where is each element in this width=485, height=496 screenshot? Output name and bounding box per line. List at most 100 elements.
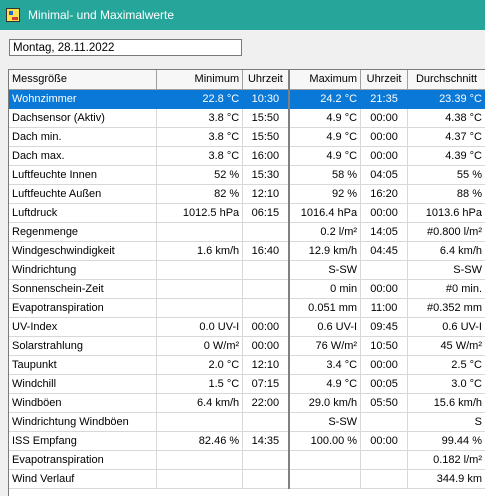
table-row[interactable]: Sonnenschein-Zeit 0 min 00:00 #0 min. xyxy=(9,279,485,299)
cell-min-time: 10:30 xyxy=(242,89,290,109)
cell-max-time: 00:00 xyxy=(360,127,409,147)
cell-min-time: 06:15 xyxy=(242,203,290,223)
cell-average: 4.37 °C xyxy=(407,127,485,147)
cell-average: 0.6 UV-I xyxy=(407,317,485,337)
cell-maximum: 100.00 % xyxy=(288,431,362,451)
cell-average: 99.44 % xyxy=(407,431,485,451)
cell-average: 4.38 °C xyxy=(407,108,485,128)
cell-min-time xyxy=(242,412,290,432)
cell-max-time: 21:35 xyxy=(360,89,409,109)
cell-measurement: Sonnenschein-Zeit xyxy=(9,279,158,299)
cell-max-time xyxy=(360,260,409,280)
cell-max-time: 09:45 xyxy=(360,317,409,337)
table-row[interactable]: Luftfeuchte Innen 52 % 15:30 58 % 04:05 55 % xyxy=(9,165,485,185)
table-row[interactable]: Windrichtung S-SW S-SW xyxy=(9,260,485,280)
table-row[interactable]: Windchill 1.5 °C 07:15 4.9 °C 00:05 3.0 °C xyxy=(9,374,485,394)
table-row[interactable]: Wind Verlauf 344.9 km xyxy=(9,469,485,489)
cell-measurement: Luftdruck xyxy=(9,203,158,223)
cell-min-time xyxy=(242,469,290,489)
cell-min-time: 15:50 xyxy=(242,127,290,147)
column-header-minimum[interactable]: Minimum xyxy=(156,70,244,90)
cell-minimum: 52 % xyxy=(156,165,244,185)
cell-average: #0 min. xyxy=(407,279,485,299)
cell-average: 1013.6 hPa xyxy=(407,203,485,223)
cell-average: 0.182 l/m² xyxy=(407,450,485,470)
cell-measurement: Windrichtung xyxy=(9,260,158,280)
table-row[interactable]: Windgeschwindigkeit 1.6 km/h 16:40 12.9 km/… xyxy=(9,241,485,261)
table-row[interactable]: Dach min. 3.8 °C 15:50 4.9 °C 00:00 4.37 °C xyxy=(9,127,485,147)
cell-maximum: 92 % xyxy=(288,184,362,204)
cell-measurement: Dach max. xyxy=(9,146,158,166)
cell-max-time: 00:05 xyxy=(360,374,409,394)
table-row[interactable]: Windböen 6.4 km/h 22:00 29.0 km/h 05:50 15.6 … xyxy=(9,393,485,413)
cell-minimum xyxy=(156,279,244,299)
cell-minimum: 0.0 UV-I xyxy=(156,317,244,337)
cell-minimum xyxy=(156,469,244,489)
cell-average: 4.39 °C xyxy=(407,146,485,166)
cell-measurement: Luftfeuchte Innen xyxy=(9,165,158,185)
cell-max-time: 00:00 xyxy=(360,355,409,375)
table-row[interactable]: Luftfeuchte Außen 82 % 12:10 92 % 16:20 88 % xyxy=(9,184,485,204)
cell-average: 2.5 °C xyxy=(407,355,485,375)
cell-measurement: Evapotranspiration xyxy=(9,450,158,470)
cell-max-time xyxy=(360,412,409,432)
table-row[interactable]: Evapotranspiration 0.051 mm 11:00 #0.352 mm xyxy=(9,298,485,318)
values-grid[interactable]: Messgröße Minimum Uhrzeit Maximum Uhrzei… xyxy=(8,69,485,496)
date-field[interactable]: Montag, 28.11.2022 xyxy=(9,39,242,56)
cell-maximum: 0.051 mm xyxy=(288,298,362,318)
column-header-maximum[interactable]: Maximum xyxy=(288,70,362,90)
table-row[interactable]: Luftdruck 1012.5 hPa 06:15 1016.4 hPa 00:00 1… xyxy=(9,203,485,223)
cell-max-time: 00:00 xyxy=(360,431,409,451)
cell-minimum: 2.0 °C xyxy=(156,355,244,375)
cell-minimum: 1012.5 hPa xyxy=(156,203,244,223)
weather-station-icon xyxy=(6,8,20,22)
cell-maximum: 0.2 l/m² xyxy=(288,222,362,242)
cell-maximum: 0.6 UV-I xyxy=(288,317,362,337)
header-row: Messgröße Minimum Uhrzeit Maximum Uhrzei… xyxy=(9,70,485,90)
cell-maximum xyxy=(288,469,362,489)
cell-minimum: 6.4 km/h xyxy=(156,393,244,413)
table-row[interactable]: Wohnzimmer 22.8 °C 10:30 24.2 °C 21:35 23.39 … xyxy=(9,89,485,109)
cell-min-time: 00:00 xyxy=(242,336,290,356)
cell-max-time: 14:05 xyxy=(360,222,409,242)
cell-maximum: 4.9 °C xyxy=(288,374,362,394)
table-row[interactable]: Windrichtung Windböen S-SW S xyxy=(9,412,485,432)
cell-average: #0.800 l/m² xyxy=(407,222,485,242)
cell-measurement: ISS Empfang xyxy=(9,431,158,451)
cell-minimum xyxy=(156,450,244,470)
cell-minimum: 3.8 °C xyxy=(156,146,244,166)
cell-measurement: UV-Index xyxy=(9,317,158,337)
cell-measurement: Regenmenge xyxy=(9,222,158,242)
cell-maximum: 58 % xyxy=(288,165,362,185)
column-header-min-time[interactable]: Uhrzeit xyxy=(242,70,290,90)
cell-max-time: 00:00 xyxy=(360,203,409,223)
column-header-measurement[interactable]: Messgröße xyxy=(9,70,158,90)
cell-maximum xyxy=(288,450,362,470)
cell-min-time: 15:30 xyxy=(242,165,290,185)
cell-average: S xyxy=(407,412,485,432)
cell-measurement: Evapotranspiration xyxy=(9,298,158,318)
table-row[interactable]: Solarstrahlung 0 W/m² 00:00 76 W/m² 10:50 45 … xyxy=(9,336,485,356)
column-header-max-time[interactable]: Uhrzeit xyxy=(360,70,409,90)
cell-minimum: 22.8 °C xyxy=(156,89,244,109)
table-row[interactable]: Taupunkt 2.0 °C 12:10 3.4 °C 00:00 2.5 °C xyxy=(9,355,485,375)
cell-minimum xyxy=(156,298,244,318)
cell-measurement: Dachsensor (Aktiv) xyxy=(9,108,158,128)
cell-measurement: Windgeschwindigkeit xyxy=(9,241,158,261)
cell-measurement: Wohnzimmer xyxy=(9,89,158,109)
cell-max-time: 00:00 xyxy=(360,146,409,166)
cell-maximum: 76 W/m² xyxy=(288,336,362,356)
cell-min-time: 00:00 xyxy=(242,317,290,337)
table-row[interactable]: Evapotranspiration 0.182 l/m² xyxy=(9,450,485,470)
table-row[interactable]: ISS Empfang 82.46 % 14:35 100.00 % 00:00 99.4… xyxy=(9,431,485,451)
table-row[interactable]: Dachsensor (Aktiv) 3.8 °C 15:50 4.9 °C 00:00… xyxy=(9,108,485,128)
cell-minimum: 82.46 % xyxy=(156,431,244,451)
cell-average: #0.352 mm xyxy=(407,298,485,318)
table-row[interactable]: Dach max. 3.8 °C 16:00 4.9 °C 00:00 4.39 °C xyxy=(9,146,485,166)
title-bar: Minimal- und Maximalwerte xyxy=(0,0,485,30)
table-row[interactable]: UV-Index 0.0 UV-I 00:00 0.6 UV-I 09:45 0.6 UV… xyxy=(9,317,485,337)
cell-minimum: 0 W/m² xyxy=(156,336,244,356)
cell-minimum xyxy=(156,222,244,242)
table-row[interactable]: Regenmenge 0.2 l/m² 14:05 #0.800 l/m² xyxy=(9,222,485,242)
column-header-average[interactable]: Durchschnitt xyxy=(407,70,485,90)
